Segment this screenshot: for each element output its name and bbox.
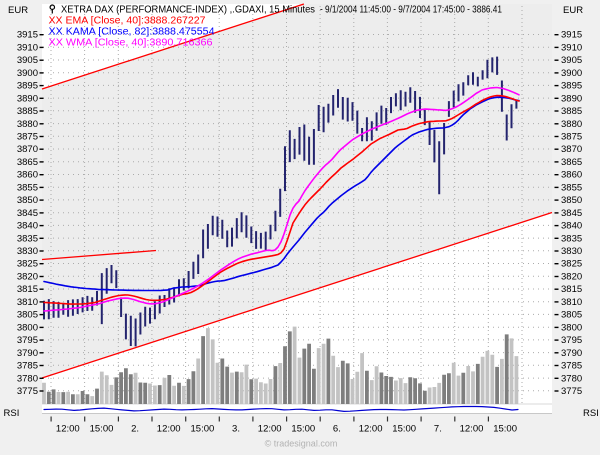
- svg-text:3820: 3820: [17, 272, 38, 283]
- svg-text:3845: 3845: [561, 208, 582, 219]
- svg-text:15:00: 15:00: [493, 424, 517, 435]
- svg-text:3795: 3795: [17, 335, 38, 346]
- svg-text:3815: 3815: [561, 284, 582, 295]
- svg-text:3910: 3910: [17, 42, 38, 53]
- svg-text:15:00: 15:00: [392, 424, 416, 435]
- svg-text:3890: 3890: [561, 93, 582, 104]
- svg-text:6.: 6.: [333, 424, 341, 435]
- svg-text:3835: 3835: [561, 233, 582, 244]
- svg-text:3840: 3840: [17, 221, 38, 232]
- svg-text:3.: 3.: [232, 424, 240, 435]
- svg-text:3780: 3780: [561, 373, 582, 384]
- svg-text:3810: 3810: [17, 297, 38, 308]
- svg-text:3890: 3890: [17, 93, 38, 104]
- svg-text:12:00: 12:00: [157, 424, 181, 435]
- svg-text:3915: 3915: [561, 30, 582, 41]
- svg-text:3895: 3895: [561, 81, 582, 92]
- svg-text:EUR: EUR: [8, 5, 28, 16]
- svg-text:3855: 3855: [561, 182, 582, 193]
- svg-text:3900: 3900: [561, 68, 582, 79]
- svg-text:12:00: 12:00: [258, 424, 282, 435]
- svg-text:EUR: EUR: [563, 5, 583, 16]
- svg-text:3895: 3895: [17, 81, 38, 92]
- svg-text:12:00: 12:00: [56, 424, 80, 435]
- svg-text:RSI: RSI: [4, 408, 20, 419]
- svg-text:XETRA DAX (PERFORMANCE-INDEX): XETRA DAX (PERFORMANCE-INDEX) ,.GDAXI, 1…: [61, 5, 315, 16]
- svg-text:3790: 3790: [17, 348, 38, 359]
- svg-text:3800: 3800: [561, 322, 582, 333]
- svg-text:3870: 3870: [561, 144, 582, 155]
- svg-text:12:00: 12:00: [359, 424, 383, 435]
- svg-text:3860: 3860: [561, 170, 582, 181]
- svg-text:3860: 3860: [17, 170, 38, 181]
- svg-text:2.: 2.: [131, 424, 139, 435]
- svg-text:3885: 3885: [17, 106, 38, 117]
- svg-text:3835: 3835: [17, 233, 38, 244]
- svg-text:3865: 3865: [561, 157, 582, 168]
- svg-text:XX EMA [Close, 40]:3888.267227: XX EMA [Close, 40]:3888.267227: [49, 16, 206, 27]
- svg-text:3880: 3880: [561, 119, 582, 130]
- svg-text:3875: 3875: [17, 132, 38, 143]
- svg-text:3905: 3905: [17, 55, 38, 66]
- svg-text:3900: 3900: [17, 68, 38, 79]
- svg-text:3830: 3830: [561, 246, 582, 257]
- svg-text:XX KAMA [Close, 82]:3888.47555: XX KAMA [Close, 82]:3888.475554: [49, 27, 216, 38]
- svg-text:3845: 3845: [17, 208, 38, 219]
- svg-text:15:00: 15:00: [291, 424, 315, 435]
- svg-text:3855: 3855: [17, 182, 38, 193]
- svg-text:3785: 3785: [561, 361, 582, 372]
- svg-text:3795: 3795: [561, 335, 582, 346]
- svg-text:3825: 3825: [561, 259, 582, 270]
- svg-text:3790: 3790: [561, 348, 582, 359]
- svg-text:XX WMA [Close, 40]:3890.716366: XX WMA [Close, 40]:3890.716366: [49, 38, 214, 49]
- svg-text:3805: 3805: [561, 310, 582, 321]
- svg-text:3910: 3910: [561, 42, 582, 53]
- svg-text:3805: 3805: [17, 310, 38, 321]
- svg-text:3905: 3905: [561, 55, 582, 66]
- svg-text:RSI: RSI: [583, 408, 599, 419]
- svg-text:3850: 3850: [561, 195, 582, 206]
- svg-text:3775: 3775: [561, 386, 582, 397]
- svg-text:© tradesignal.com: © tradesignal.com: [265, 439, 338, 449]
- svg-text:3780: 3780: [17, 373, 38, 384]
- svg-text:3850: 3850: [17, 195, 38, 206]
- svg-text:3880: 3880: [17, 119, 38, 130]
- svg-text:12:00: 12:00: [460, 424, 484, 435]
- svg-text:15:00: 15:00: [191, 424, 215, 435]
- svg-text:3800: 3800: [17, 322, 38, 333]
- svg-text:3830: 3830: [17, 246, 38, 257]
- svg-text:3870: 3870: [17, 144, 38, 155]
- svg-text:3815: 3815: [17, 284, 38, 295]
- svg-text:3785: 3785: [17, 361, 38, 372]
- svg-text:15:00: 15:00: [90, 424, 114, 435]
- svg-text:3820: 3820: [561, 272, 582, 283]
- svg-text:- 9/1/2004 11:45:00 - 9/7/2004: - 9/1/2004 11:45:00 - 9/7/2004 17:45:00 …: [320, 5, 502, 16]
- svg-text:3825: 3825: [17, 259, 38, 270]
- svg-text:3885: 3885: [561, 106, 582, 117]
- svg-text:3775: 3775: [17, 386, 38, 397]
- svg-text:7.: 7.: [434, 424, 442, 435]
- svg-text:3875: 3875: [561, 132, 582, 143]
- svg-text:3810: 3810: [561, 297, 582, 308]
- svg-text:3840: 3840: [561, 221, 582, 232]
- svg-text:3865: 3865: [17, 157, 38, 168]
- svg-text:3915: 3915: [17, 30, 38, 41]
